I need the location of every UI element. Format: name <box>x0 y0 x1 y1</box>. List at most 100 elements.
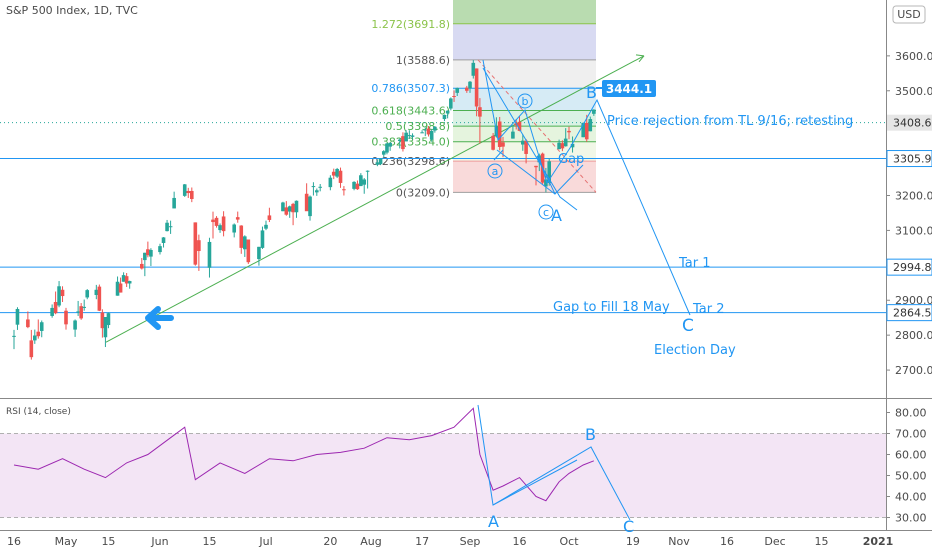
fib-label: 0.382(3354.0) <box>371 136 450 149</box>
candle-body <box>118 283 123 293</box>
candle-body <box>64 310 68 325</box>
candle-body <box>267 215 272 220</box>
candle-body <box>375 162 380 165</box>
fib-label: 1(3588.6) <box>396 54 450 67</box>
y-tick-label: 2900.0 <box>895 294 932 307</box>
candle-body <box>79 306 83 319</box>
candle-body <box>158 246 162 253</box>
sub-wave-c: c <box>538 204 554 220</box>
candle-body <box>511 131 515 139</box>
candle-body <box>342 189 346 191</box>
fib-label: 0(3209.0) <box>396 186 450 199</box>
candle-body <box>161 237 166 243</box>
candle-body <box>468 81 472 89</box>
candle-body <box>193 222 198 265</box>
candle-body <box>73 320 77 330</box>
rsi-wave-path <box>477 404 631 521</box>
candle-body <box>50 307 54 316</box>
candle-body <box>243 236 247 250</box>
x-tick-label: 17 <box>415 535 429 548</box>
candle-body <box>121 275 126 282</box>
x-tick-label: 16 <box>7 535 21 548</box>
rsi-y-tick-label: 30.00 <box>895 512 927 525</box>
tick-a <box>493 149 504 161</box>
candle-body <box>281 202 285 212</box>
candle-body <box>410 135 415 137</box>
candle-body <box>53 301 58 314</box>
symbol-title: S&P 500 Index, 1D, TVC <box>6 4 138 17</box>
candle-body <box>567 130 571 133</box>
rsi-y-tick-label: 80.00 <box>895 407 927 420</box>
candle-body <box>452 96 456 98</box>
candle-body <box>557 142 561 150</box>
candle-body <box>26 319 30 328</box>
x-tick-label: Jun <box>150 535 168 548</box>
candle-body <box>397 139 402 142</box>
candle-body <box>246 239 251 263</box>
wave-c-label: C <box>682 316 694 336</box>
rsi-channel <box>492 459 578 506</box>
candle-body <box>401 136 405 150</box>
rsi-y-tick-label: 60.00 <box>895 449 927 462</box>
candle-body <box>264 224 268 229</box>
fib-zone <box>453 88 596 111</box>
fib-label: 0.618(3443.6) <box>371 104 450 117</box>
sub-wave-b-text: b <box>522 95 529 108</box>
candle-body <box>318 186 322 188</box>
candle-body <box>257 246 261 260</box>
wave-a-label: A <box>551 206 562 225</box>
candle-body <box>426 128 431 135</box>
candle-body <box>563 138 568 147</box>
candle-body <box>584 122 589 140</box>
candle-body <box>100 312 105 329</box>
candle-body <box>524 140 528 154</box>
price-label: 2864.5 <box>893 307 932 320</box>
rsi-wave-c-label: C <box>623 517 634 536</box>
candle-body <box>478 107 482 117</box>
currency-button[interactable]: USD <box>892 5 926 24</box>
candle-body <box>115 281 120 296</box>
candle-body <box>94 289 99 296</box>
candle-body <box>103 317 108 338</box>
election-day-label: Election Day <box>654 343 736 358</box>
candle-body <box>534 165 538 168</box>
candle-body <box>165 222 169 232</box>
x-tick-label: 20 <box>323 535 337 548</box>
candle-body <box>449 98 453 109</box>
candle-body <box>517 121 522 131</box>
candle-body <box>260 230 265 248</box>
candle-body <box>388 142 392 147</box>
candle-body <box>420 132 424 134</box>
candle-body <box>143 252 147 261</box>
candle-body <box>331 171 336 176</box>
candle-body <box>547 161 551 183</box>
candle-body <box>570 143 575 148</box>
candle-body <box>362 179 367 185</box>
x-tick-label: 16 <box>513 535 527 548</box>
price-label-box <box>886 150 932 168</box>
candle-body <box>76 311 80 313</box>
rsi-wave-b-label: B <box>585 425 596 444</box>
price-callout: 3444.1 <box>596 80 656 97</box>
x-tick-label: Nov <box>668 535 690 548</box>
price-label-box <box>887 114 932 131</box>
currency-button-label[interactable]: USD <box>897 8 921 21</box>
candle-body <box>407 135 412 137</box>
candle-body <box>521 140 525 145</box>
candle-body <box>491 135 495 150</box>
x-tick-label: 15 <box>815 535 829 548</box>
candle-body <box>127 281 132 284</box>
candle-body <box>442 114 447 120</box>
candle-body <box>168 226 173 228</box>
sub-wave-c-path <box>536 155 584 195</box>
candle-body <box>404 132 408 142</box>
candle-body <box>429 130 434 140</box>
price-label: 3408.6 <box>893 117 932 130</box>
left-arrow-icon <box>145 306 174 330</box>
candle-body <box>106 313 111 326</box>
fib-trendline <box>477 59 597 193</box>
candle-body <box>385 143 389 153</box>
candle-body <box>359 175 363 187</box>
